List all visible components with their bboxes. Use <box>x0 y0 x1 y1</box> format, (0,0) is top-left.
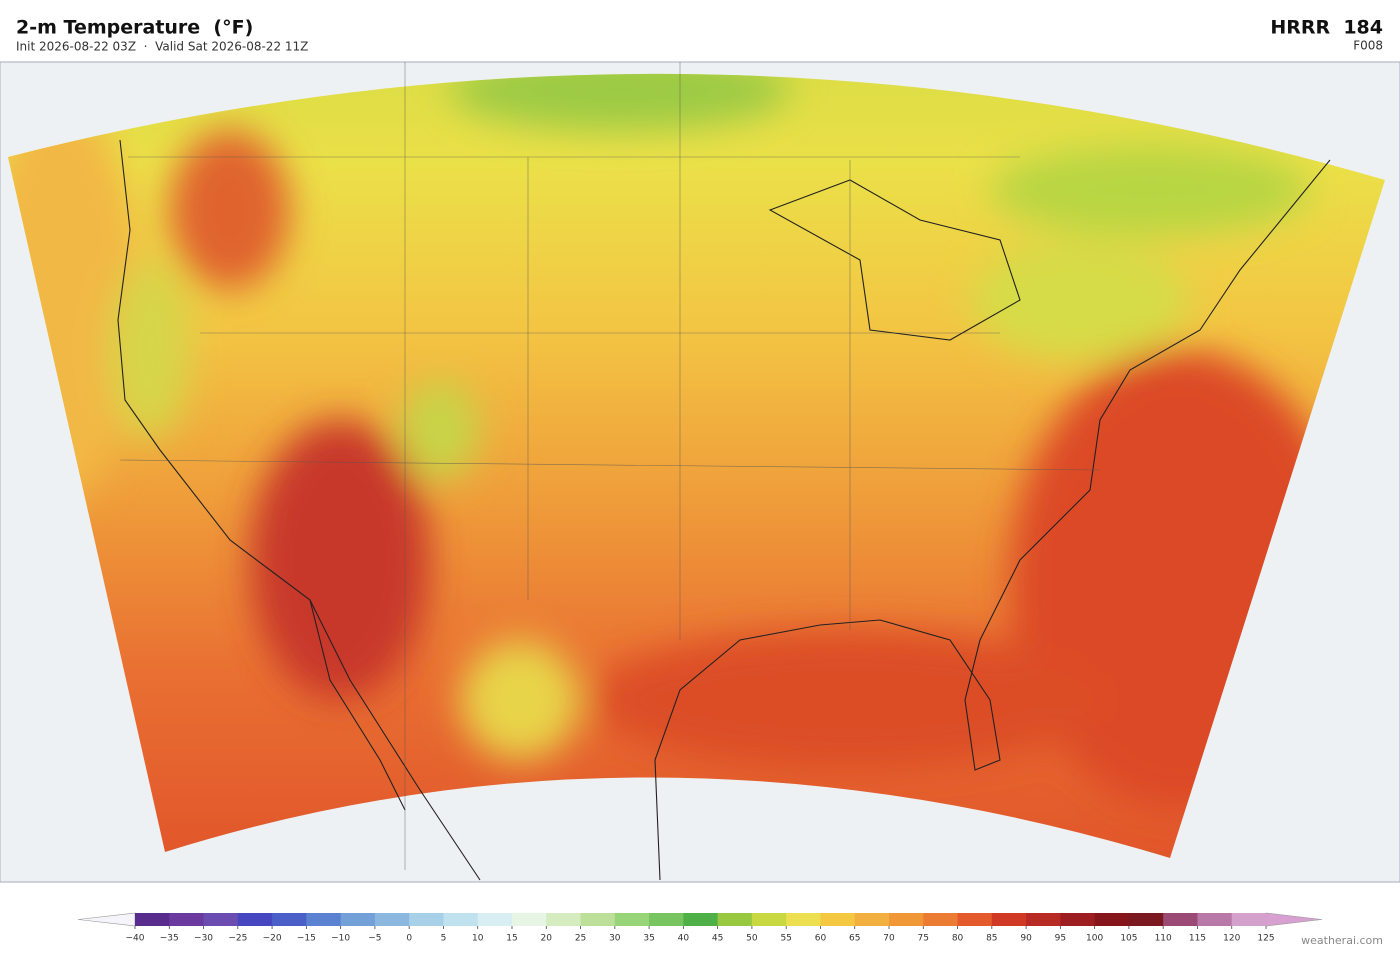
colorbar-tick-label: 125 <box>1257 934 1274 944</box>
colorbar-segment <box>546 913 582 926</box>
colorbar-segment <box>1197 913 1233 926</box>
colorbar-tick-label: 30 <box>609 934 621 944</box>
colorbar-segment <box>649 913 684 926</box>
colorbar-tick-label: 65 <box>849 934 860 944</box>
colorbar-segment <box>512 913 547 926</box>
colorbar-segment <box>923 913 959 926</box>
colorbar-segment <box>237 913 273 926</box>
colorbar-tick-label: 55 <box>780 934 791 944</box>
colorbar-segment <box>683 913 719 926</box>
colorbar-tick-label: 45 <box>712 934 723 944</box>
colorbar-segment <box>580 913 616 926</box>
colorbar-segment <box>1128 913 1164 926</box>
colorbar-segment <box>203 913 239 926</box>
colorbar-segment <box>854 913 890 926</box>
colorbar-segment <box>786 913 821 926</box>
colorbar-segment <box>751 913 787 926</box>
colorbar-tick-label: −15 <box>297 934 316 944</box>
colorbar-segment <box>1231 913 1267 926</box>
credit: weatherai.com <box>1301 934 1383 947</box>
colorbar-segment <box>1163 913 1198 926</box>
colorbar-segment <box>717 913 753 926</box>
model-label: HRRR 184 <box>1270 17 1383 39</box>
colorbar-segment <box>614 913 650 926</box>
colorbar-tick-label: 25 <box>575 934 586 944</box>
colorbar-tick-label: 95 <box>1055 934 1066 944</box>
colorbar-segment <box>820 913 856 926</box>
title: 2-m Temperature (°F) <box>16 17 253 39</box>
colorbar-segment <box>991 913 1027 926</box>
colorbar-segment <box>340 913 376 926</box>
forecast-hour: F008 <box>1353 39 1383 53</box>
colorbar-segment <box>477 913 513 926</box>
colorbar-tick-label: 5 <box>441 934 447 944</box>
temperature-field <box>8 73 1385 858</box>
colorbar-segment <box>169 913 205 926</box>
colorbar-segment <box>135 913 170 926</box>
colorbar-tick-label: 80 <box>952 934 964 944</box>
colorbar-tick-label: 70 <box>883 934 895 944</box>
colorbar-segment <box>1094 913 1130 926</box>
colorbar-tick-label: 120 <box>1223 934 1240 944</box>
colorbar-over <box>1265 912 1323 927</box>
coastlines <box>117 139 1331 881</box>
subtitle: Init 2026-08-22 03Z · Valid Sat 2026-08-… <box>16 40 308 54</box>
colorbar-tick-label: 100 <box>1086 934 1103 944</box>
colorbar-tick-label: −25 <box>228 934 247 944</box>
colorbar-tick-label: 40 <box>678 934 690 944</box>
colorbar-tick-label: 10 <box>472 934 484 944</box>
colorbar-tick-label: 85 <box>986 934 997 944</box>
colorbar-segment <box>957 913 993 926</box>
colorbar-tick-label: 20 <box>541 934 553 944</box>
colorbar-segment <box>409 913 444 926</box>
colorbar-tick-label: −5 <box>368 934 381 944</box>
colorbar: −40 −35 −30 −25 −20 −15 −10 −5 0 5 10 15 20 25 30 35 40 4… <box>77 912 1323 944</box>
colorbar-tick-label: 90 <box>1020 934 1032 944</box>
colorbar-tick-label: 0 <box>406 934 412 944</box>
colorbar-segment <box>374 913 410 926</box>
colorbar-tick-label: −40 <box>126 934 145 944</box>
colorbar-tick-label: 110 <box>1155 934 1172 944</box>
colorbar-segment <box>1026 913 1061 926</box>
colorbar-segment <box>306 913 342 926</box>
colorbar-tick-label: −35 <box>160 934 179 944</box>
colorbar-tick-label: 15 <box>506 934 517 944</box>
colorbar-tick-label: 60 <box>815 934 827 944</box>
colorbar-under <box>77 912 136 927</box>
colorbar-tick-label: −10 <box>331 934 350 944</box>
colorbar-tick-label: 115 <box>1189 934 1206 944</box>
colorbar-tick-label: 50 <box>746 934 758 944</box>
colorbar-segment <box>272 913 307 926</box>
colorbar-tick-label: 75 <box>918 934 929 944</box>
colorbar-segment <box>889 913 924 926</box>
colorbar-tick-label: 35 <box>643 934 654 944</box>
colorbar-tick-label: −30 <box>194 934 213 944</box>
colorbar-tick-label: 105 <box>1120 934 1137 944</box>
colorbar-segment <box>1060 913 1096 926</box>
state-borders <box>119 62 1101 870</box>
colorbar-segment <box>443 913 479 926</box>
colorbar-tick-label: −20 <box>263 934 282 944</box>
